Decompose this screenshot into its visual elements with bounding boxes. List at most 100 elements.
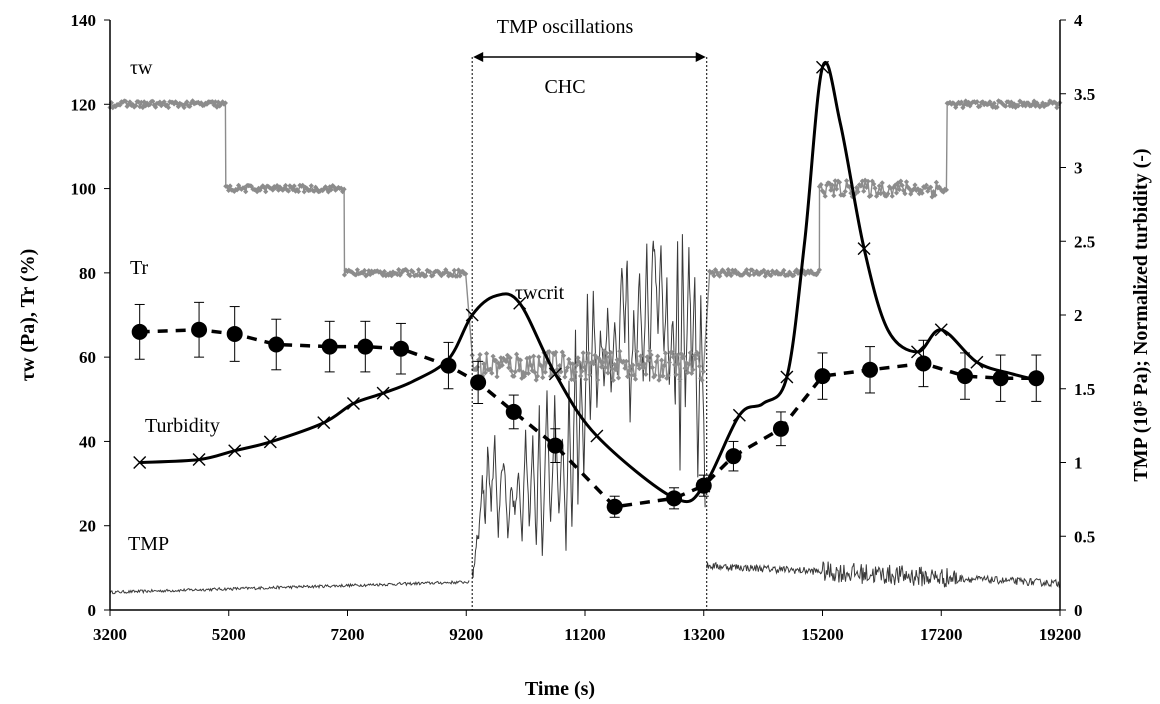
arrow-left-icon: [473, 52, 484, 62]
tau-w-marker: [490, 353, 496, 359]
tau-w-marker: [571, 377, 577, 383]
tau-w-marker: [674, 352, 680, 358]
tau-w-marker: [670, 354, 676, 360]
tau-w-marker: [263, 189, 269, 195]
tr-point: [470, 374, 487, 391]
tau-w-marker: [923, 182, 929, 188]
tau-w-marker: [291, 183, 297, 189]
tau-w-marker: [673, 372, 679, 378]
tau-w-marker: [991, 100, 997, 106]
tr-point: [957, 368, 973, 385]
y-left-tick-label: 100: [71, 180, 97, 199]
tau-w-marker: [647, 348, 653, 354]
turbidity-marker: [970, 355, 984, 369]
tau-w-marker: [661, 363, 667, 369]
tau-w-marker: [253, 187, 259, 193]
tau-w-marker: [828, 187, 834, 193]
tau-w-marker: [283, 182, 289, 189]
tau-w-marker: [533, 377, 539, 383]
tau-w-marker: [423, 273, 429, 279]
tau-w-marker: [696, 363, 703, 369]
y-axis-right-title: TMP (10⁵ Pa); Normalized turbidity (-): [1130, 148, 1152, 481]
tau-w-marker: [210, 99, 216, 105]
tau-w-marker: [711, 273, 717, 279]
tau-w-marker: [542, 369, 548, 375]
tau-w-marker: [727, 270, 733, 276]
tr-point: [992, 370, 1009, 387]
tau-w-marker: [1000, 101, 1006, 107]
tau-w-marker: [477, 352, 483, 358]
tau-w-marker: [829, 182, 835, 188]
y-axis-left-title: τw (Pa), Tr (%): [17, 249, 39, 382]
tau-w-marker: [598, 364, 605, 370]
tau-w-marker: [865, 178, 871, 184]
tau-w-marker: [666, 359, 672, 366]
tau-w-marker: [534, 373, 541, 379]
chc-label: CHC: [544, 76, 585, 98]
tau-w-marker: [604, 350, 610, 356]
y-right-tick-label: 2.5: [1074, 232, 1095, 251]
tau-w-marker: [127, 99, 133, 105]
tau-w-marker: [1030, 101, 1036, 107]
tau-w-marker: [579, 368, 585, 374]
tmp-label: TMP: [128, 533, 169, 555]
tau-w-marker: [681, 353, 687, 359]
tau-w-marker: [676, 361, 682, 367]
tmp-oscillations-label: TMP oscillations: [497, 16, 634, 38]
tau-w-marker: [540, 374, 546, 381]
tau-w-marker: [682, 365, 688, 371]
tau-w-marker: [454, 273, 460, 279]
tau-w-marker: [184, 99, 190, 105]
tau-w-marker: [354, 267, 360, 273]
tau-w-marker: [788, 271, 794, 277]
annotations: TMP oscillations CHC τw Tr τwcrit Turbid…: [128, 16, 708, 610]
tau-w-marker: [814, 272, 820, 278]
tau-w-marker: [1055, 101, 1061, 107]
tau-w-marker: [868, 192, 874, 199]
tau-w-marker: [407, 273, 413, 279]
x-axis-title: Time (s): [525, 678, 595, 700]
tau-w-marker: [559, 349, 565, 355]
tau-w-marker: [137, 104, 143, 110]
tau-w-marker: [328, 187, 334, 193]
tau-w-marker: [410, 269, 416, 275]
turbidity-marker: [513, 296, 527, 310]
tau-w-marker: [147, 101, 153, 108]
tau-w-marker: [636, 365, 642, 372]
tau-w-marker: [451, 267, 457, 273]
arrow-right-icon: [695, 52, 706, 62]
tau-w-marker: [457, 273, 463, 279]
tr-line: [139, 328, 1037, 509]
tau-w-marker: [653, 359, 659, 365]
tau-w-marker: [609, 366, 615, 372]
tau-w-marker: [397, 272, 403, 278]
tau-w-marker: [117, 102, 123, 108]
tau-w-marker: [564, 364, 571, 371]
x-tick-label: 15200: [801, 625, 844, 644]
tau-w-marker: [665, 373, 671, 379]
tau-w-marker: [774, 268, 780, 274]
tau-w-marker: [503, 358, 509, 365]
tau-w-marker: [778, 271, 784, 277]
tau-w-marker: [416, 267, 422, 273]
tau-w-marker: [325, 189, 331, 195]
turbidity-label: Turbidity: [145, 415, 220, 437]
tau-w-marker: [627, 364, 633, 370]
tau-w-marker: [994, 104, 1000, 110]
tau-w-marker: [532, 369, 538, 375]
tau-w-marker: [630, 362, 636, 368]
tau-w-marker: [563, 368, 569, 374]
tau-w-marker: [615, 375, 622, 381]
tau-w-marker: [331, 184, 337, 190]
tau-w-marker: [879, 180, 885, 186]
turbidity-marker: [816, 60, 829, 74]
tr-point: [862, 361, 878, 378]
tau-w-marker: [889, 193, 895, 199]
tau-w-marker: [709, 269, 716, 275]
tau-w-marker: [896, 186, 902, 193]
tau-w-marker: [585, 350, 591, 356]
tau-w-marker: [285, 188, 292, 194]
tau-w-marker: [626, 368, 632, 374]
tau-w-marker: [553, 349, 559, 355]
